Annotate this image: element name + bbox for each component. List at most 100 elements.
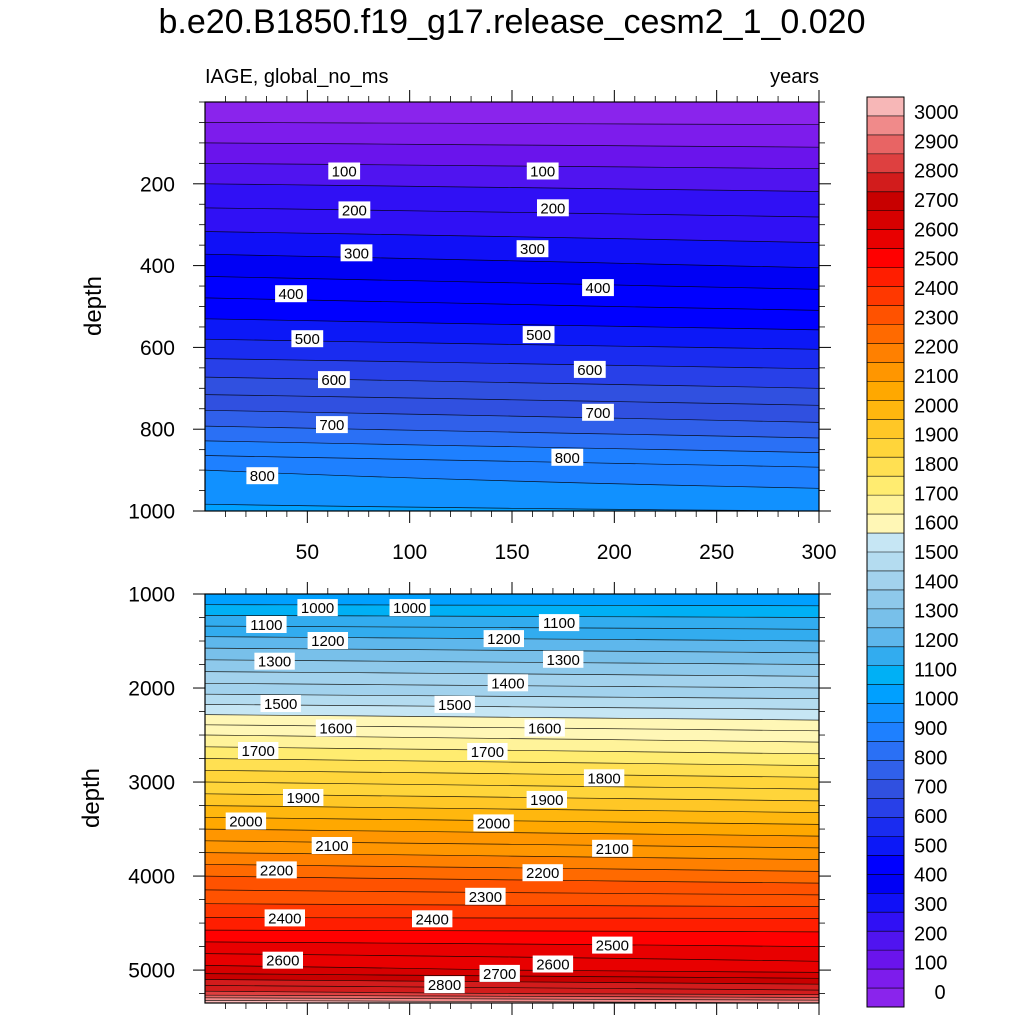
contour-band (205, 615, 819, 630)
contour-label-text: 200 (540, 200, 565, 217)
contour-label-bg (592, 936, 633, 954)
contour-label: 200 (338, 201, 371, 219)
colorbar-box (867, 514, 904, 534)
colorbar-box (867, 589, 904, 610)
contour-band (205, 142, 819, 169)
contour-label-text: 2200 (526, 865, 559, 882)
colorbar-box (867, 627, 904, 648)
colorbar-box (867, 324, 904, 344)
colorbar: 3000290028002700260025002400230022002100… (866, 96, 959, 1008)
contour-label-text: 1100 (543, 615, 575, 632)
contour-label-text: 2300 (469, 889, 502, 906)
contour-label: 2200 (522, 864, 563, 882)
contour-band (205, 276, 819, 311)
colorbar-box (867, 495, 904, 515)
contour-label-bg (526, 790, 567, 808)
colorbar-label: 800 (914, 747, 947, 769)
contour-line (205, 297, 819, 311)
contour-line (205, 455, 819, 468)
contour-band (205, 852, 819, 872)
contour-band (205, 122, 819, 148)
contour-line (205, 852, 819, 860)
contour-label: 2700 (479, 964, 520, 983)
contour-label-text: 1000 (393, 600, 426, 617)
contour-label-text: 2100 (596, 841, 629, 858)
colorbar-box (867, 684, 904, 705)
contour-label-text: 1600 (319, 721, 352, 738)
contour-label-bg (262, 951, 303, 969)
contour-band (205, 339, 819, 369)
contour-label-bg (487, 674, 529, 692)
contour-label-text: 2400 (268, 910, 301, 927)
contour-line (205, 207, 819, 218)
contour-label-bg (424, 976, 465, 994)
x-tick-label: 300 (801, 541, 836, 564)
contour-label: 2000 (225, 812, 267, 831)
contour-label-text: 1300 (258, 654, 291, 671)
colorbar-box (867, 722, 904, 742)
contour-line (205, 469, 819, 489)
contour-label: 300 (340, 244, 373, 262)
contour-band (205, 724, 819, 743)
colorbar-label: 700 (914, 777, 947, 799)
contour-label-bg (246, 616, 287, 633)
units-label: years (770, 66, 819, 88)
contour-label-bg (328, 162, 361, 180)
contour-label: 1100 (246, 616, 287, 634)
y-tick-label: 200 (140, 173, 175, 196)
contour-label: 2100 (311, 837, 353, 855)
contour-label-text: 800 (250, 468, 275, 485)
colorbar-label: 1500 (914, 542, 959, 564)
contour-label-bg (537, 199, 569, 217)
contour-label-text: 300 (520, 241, 545, 258)
contour-label: 2800 (424, 976, 465, 994)
contour-band (205, 917, 819, 932)
colorbar-label: 600 (914, 806, 947, 828)
contour-label-text: 1100 (250, 617, 282, 634)
contour-label: 1700 (238, 742, 279, 760)
contour-label-bg (318, 371, 350, 389)
contour-label-bg (311, 837, 353, 854)
left-string-label: IAGE, global_no_ms (205, 66, 388, 88)
lower-panel: 1000 1000 1100 1100 1200 1200 1300 1300 1400 1500… (78, 582, 831, 1015)
contour-line (205, 625, 819, 630)
contour-label-text: 2500 (596, 938, 629, 955)
contour-line (205, 746, 819, 755)
contour-label-text: 700 (319, 417, 344, 434)
contour-line (205, 503, 819, 511)
contour-label-bg (467, 743, 508, 760)
contour-line (205, 394, 819, 406)
contour-line (205, 693, 819, 700)
upper-contour-lines (205, 122, 819, 511)
contour-label-bg (246, 467, 279, 485)
colorbar-box (867, 153, 904, 174)
contour-label: 1200 (483, 630, 524, 648)
contour-label-bg (340, 244, 373, 262)
contour-label-text: 500 (295, 331, 320, 348)
contour-band (205, 410, 819, 438)
contour-line (205, 231, 819, 243)
contour-label-text: 300 (344, 245, 369, 262)
contour-label-text: 700 (585, 405, 610, 422)
contour-label-bg (254, 652, 295, 670)
y-tick-label: 4000 (128, 866, 175, 889)
contour-band (205, 758, 819, 778)
x-tick-label: 150 (494, 541, 529, 564)
contour-label: 1600 (315, 719, 357, 738)
contour-label-text: 800 (555, 450, 580, 467)
contour-label: 1500 (260, 695, 301, 713)
colorbar-box (867, 305, 904, 325)
contour-label-text: 1300 (547, 652, 580, 669)
contour-label-bg (275, 285, 307, 303)
contour-label: 200 (537, 199, 569, 217)
contour-line (205, 376, 819, 389)
x-tick-label: 250 (699, 541, 734, 564)
contour-label: 100 (328, 162, 361, 181)
contour-label-bg (389, 599, 430, 617)
contour-label-bg (522, 326, 555, 344)
contour-band (205, 504, 819, 511)
contour-label-bg (264, 909, 305, 927)
contour-label-bg (412, 910, 453, 928)
colorbar-label: 2900 (914, 131, 959, 153)
contour-band (205, 714, 819, 731)
